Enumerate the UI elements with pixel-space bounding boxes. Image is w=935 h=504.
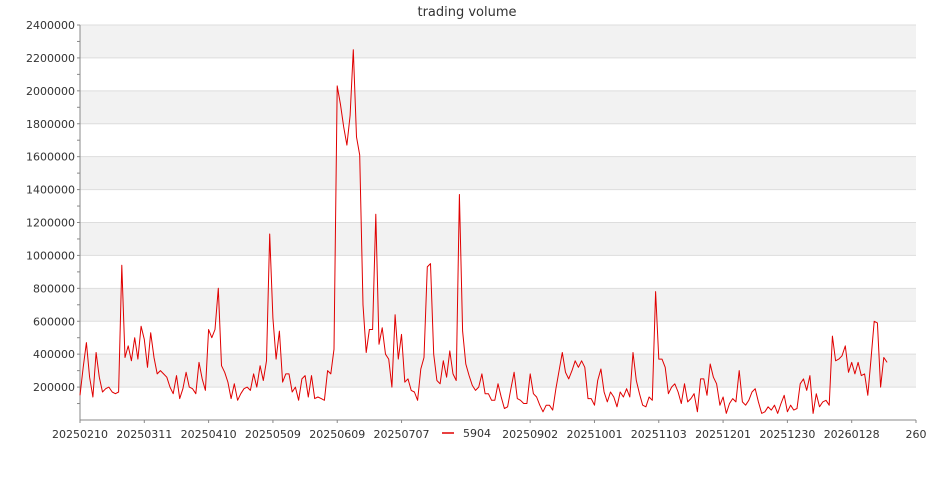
x-axis-ticks: 20250210 20250311 20250410 20250509 20250609… <box>52 420 927 441</box>
legend-label-5904: 5904 <box>463 427 491 440</box>
grid-band <box>80 222 916 256</box>
x-tick-label: 20250609 <box>309 428 365 441</box>
grid-lines <box>80 24 916 388</box>
y-tick-label: 1000000 <box>26 249 75 262</box>
x-tick-label: 20251230 <box>759 428 815 441</box>
chart-title: trading volume <box>417 5 516 20</box>
grid-band <box>80 354 916 388</box>
x-tick-label: 260 <box>906 428 927 441</box>
y-axis-ticks: 200000 400000 600000 800000 1000000 1200000 14… <box>26 19 80 405</box>
legend: 5904 <box>442 427 491 440</box>
y-tick-label: 1200000 <box>26 217 75 230</box>
y-tick-label: 1400000 <box>26 184 75 197</box>
x-tick-label: 20251001 <box>566 428 622 441</box>
grid-band <box>80 25 916 58</box>
y-tick-label: 2200000 <box>26 52 75 65</box>
series-line-5904 <box>79 49 888 414</box>
x-tick-label: 20250311 <box>116 428 172 441</box>
y-tick-label: 2000000 <box>26 85 75 98</box>
x-tick-label: 20251201 <box>695 428 751 441</box>
x-tick-label: 20250410 <box>181 428 237 441</box>
y-tick-label: 800000 <box>33 282 75 295</box>
y-tick-label: 1600000 <box>26 151 75 164</box>
grid-band <box>80 288 916 322</box>
y-tick-label: 2400000 <box>26 19 75 32</box>
x-tick-label: 20250210 <box>52 428 108 441</box>
y-tick-label: 1800000 <box>26 118 75 131</box>
x-tick-label: 20251103 <box>631 428 687 441</box>
y-tick-label: 600000 <box>33 315 75 328</box>
y-tick-label: 200000 <box>33 381 75 394</box>
grid-band <box>80 90 916 124</box>
x-tick-label: 20250902 <box>502 428 558 441</box>
x-tick-label: 20250509 <box>245 428 301 441</box>
grid-band <box>80 156 916 190</box>
y-tick-label: 400000 <box>33 348 75 361</box>
series-group <box>79 49 888 414</box>
x-tick-label: 20260128 <box>824 428 880 441</box>
x-tick-label: 20250707 <box>374 428 430 441</box>
grid-bands <box>80 25 916 388</box>
